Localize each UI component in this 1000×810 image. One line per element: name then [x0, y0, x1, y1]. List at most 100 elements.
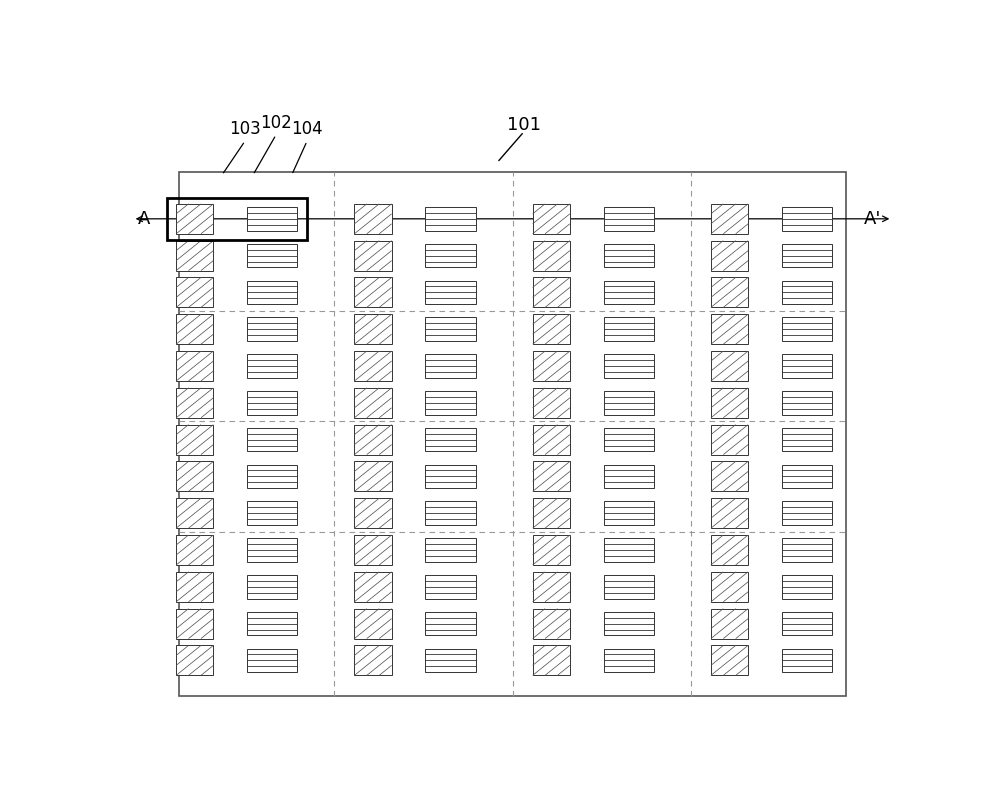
- Bar: [604, 318, 654, 341]
- Bar: [533, 351, 570, 381]
- Bar: [782, 207, 832, 231]
- Bar: [604, 244, 654, 267]
- Bar: [247, 575, 297, 599]
- Bar: [176, 314, 213, 344]
- Bar: [711, 498, 748, 528]
- Bar: [604, 612, 654, 636]
- Bar: [711, 241, 748, 271]
- Bar: [354, 462, 392, 492]
- Bar: [533, 572, 570, 602]
- Bar: [176, 498, 213, 528]
- Bar: [247, 280, 297, 305]
- Bar: [782, 612, 832, 636]
- Text: 101: 101: [507, 117, 541, 134]
- Bar: [354, 388, 392, 418]
- Bar: [354, 608, 392, 638]
- Bar: [533, 241, 570, 271]
- Bar: [425, 391, 476, 415]
- Bar: [711, 351, 748, 381]
- Bar: [176, 424, 213, 454]
- Bar: [782, 244, 832, 267]
- Bar: [782, 465, 832, 488]
- Bar: [247, 538, 297, 562]
- Bar: [533, 424, 570, 454]
- Bar: [176, 608, 213, 638]
- Bar: [782, 354, 832, 377]
- Bar: [176, 278, 213, 307]
- Bar: [176, 572, 213, 602]
- Bar: [533, 646, 570, 676]
- Text: 103: 103: [229, 120, 261, 138]
- Bar: [711, 388, 748, 418]
- Bar: [354, 424, 392, 454]
- Bar: [425, 354, 476, 377]
- Bar: [167, 198, 307, 240]
- Bar: [354, 351, 392, 381]
- Bar: [425, 538, 476, 562]
- Bar: [533, 498, 570, 528]
- Bar: [354, 241, 392, 271]
- Bar: [711, 424, 748, 454]
- Bar: [533, 388, 570, 418]
- Bar: [425, 612, 476, 636]
- Bar: [176, 462, 213, 492]
- Bar: [354, 204, 392, 234]
- Bar: [247, 318, 297, 341]
- Bar: [425, 244, 476, 267]
- Bar: [354, 572, 392, 602]
- Bar: [533, 535, 570, 565]
- Bar: [711, 278, 748, 307]
- Bar: [604, 207, 654, 231]
- Bar: [604, 280, 654, 305]
- Bar: [247, 649, 297, 672]
- Bar: [604, 575, 654, 599]
- Bar: [176, 351, 213, 381]
- Bar: [533, 314, 570, 344]
- Bar: [782, 391, 832, 415]
- Bar: [782, 280, 832, 305]
- Bar: [782, 501, 832, 525]
- Bar: [176, 388, 213, 418]
- Bar: [604, 465, 654, 488]
- Bar: [782, 575, 832, 599]
- Bar: [247, 501, 297, 525]
- Bar: [425, 428, 476, 451]
- Bar: [782, 538, 832, 562]
- Bar: [176, 535, 213, 565]
- Bar: [782, 649, 832, 672]
- Bar: [711, 314, 748, 344]
- Bar: [533, 278, 570, 307]
- Bar: [354, 278, 392, 307]
- Bar: [533, 462, 570, 492]
- Bar: [782, 428, 832, 451]
- Bar: [711, 204, 748, 234]
- Bar: [425, 501, 476, 525]
- Bar: [711, 572, 748, 602]
- Text: A: A: [138, 210, 151, 228]
- Text: A': A': [864, 210, 882, 228]
- Bar: [711, 462, 748, 492]
- Bar: [425, 575, 476, 599]
- Bar: [711, 646, 748, 676]
- Bar: [179, 172, 846, 696]
- Bar: [604, 428, 654, 451]
- Bar: [354, 314, 392, 344]
- Text: 102: 102: [260, 113, 292, 131]
- Bar: [247, 612, 297, 636]
- Bar: [604, 538, 654, 562]
- Bar: [425, 649, 476, 672]
- Bar: [711, 535, 748, 565]
- Bar: [354, 535, 392, 565]
- Bar: [247, 244, 297, 267]
- Bar: [604, 354, 654, 377]
- Bar: [533, 204, 570, 234]
- Bar: [247, 354, 297, 377]
- Text: 104: 104: [291, 120, 323, 138]
- Bar: [711, 608, 748, 638]
- Bar: [425, 280, 476, 305]
- Bar: [604, 501, 654, 525]
- Bar: [354, 646, 392, 676]
- Bar: [247, 428, 297, 451]
- Bar: [176, 646, 213, 676]
- Bar: [604, 649, 654, 672]
